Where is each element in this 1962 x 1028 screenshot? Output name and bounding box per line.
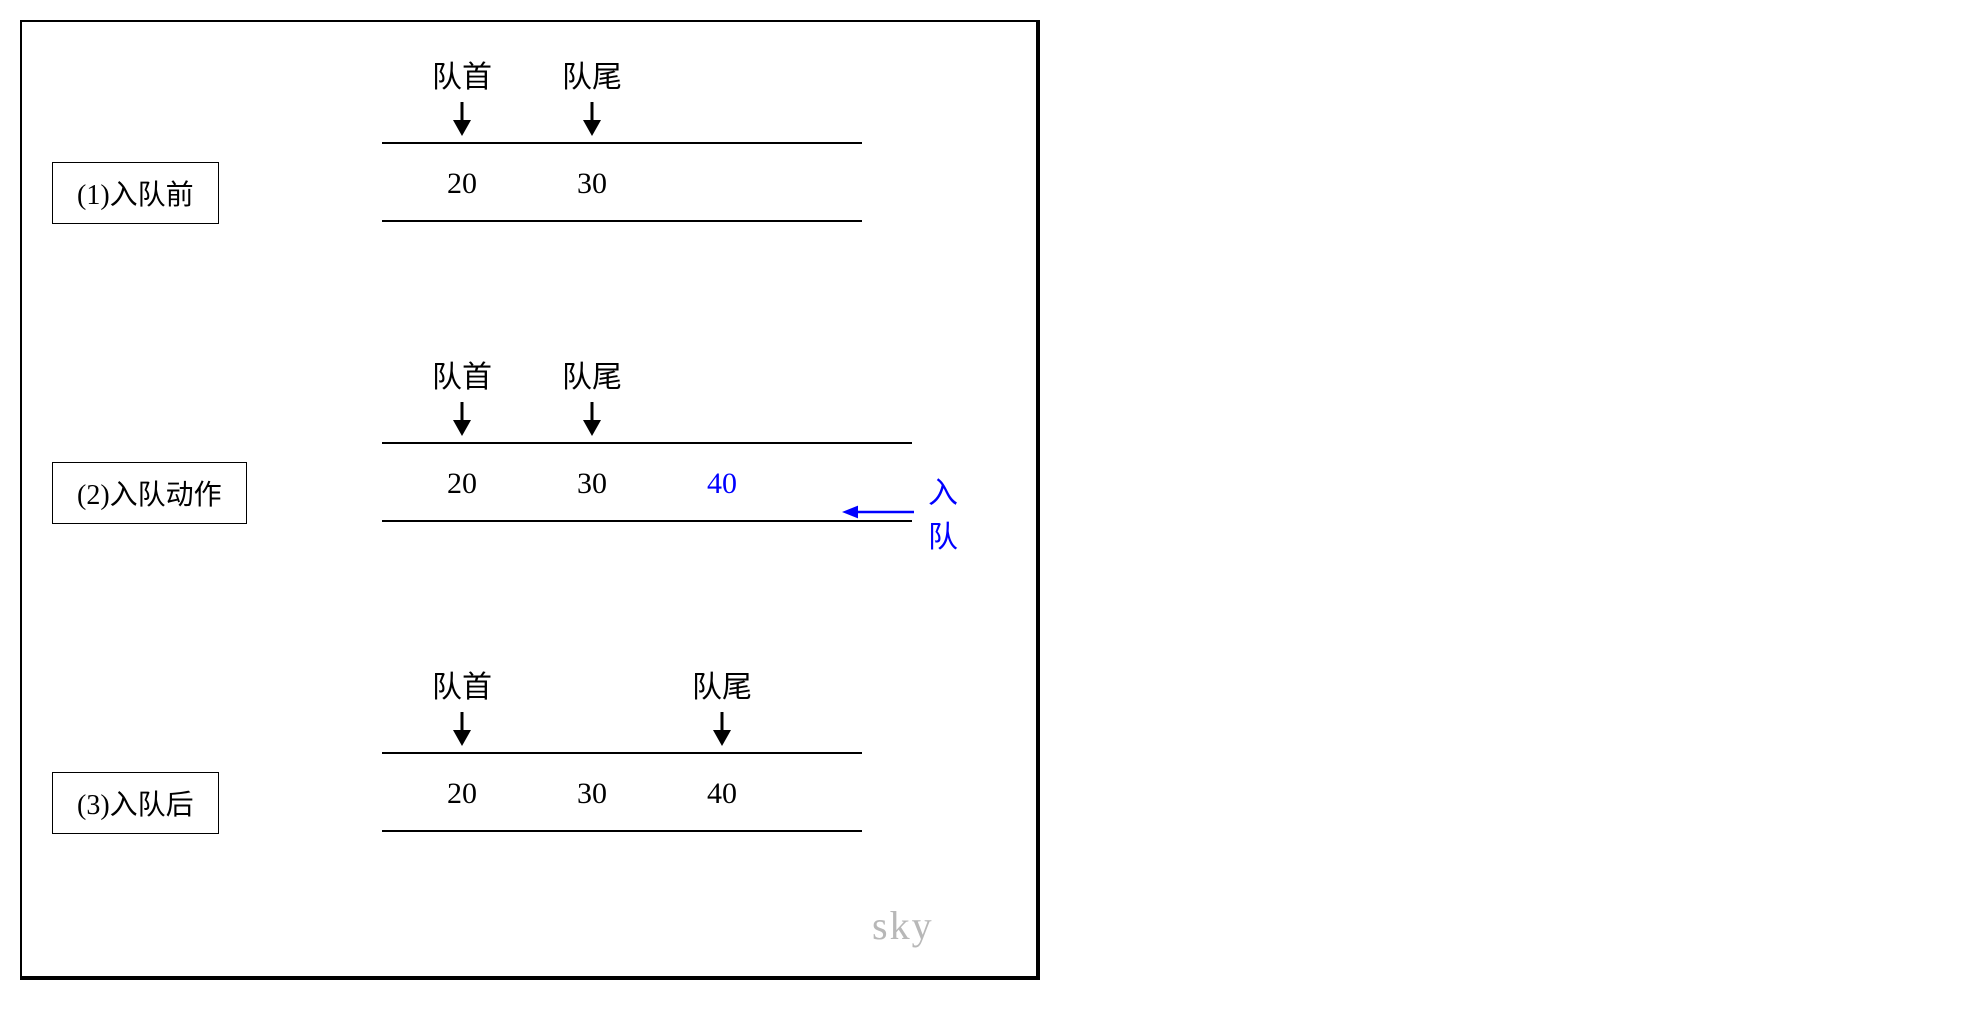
enqueue-label: 入队 [928,468,976,556]
pointer-row: 队首 队尾 [382,352,912,442]
head-pointer: 队首 [422,52,502,136]
queue-cell: 30 [552,754,632,834]
diagram-frame: (1)入队前 队首 队尾 [20,20,1040,980]
arrow-down-icon [711,712,733,746]
head-label: 队首 [432,61,492,94]
tail-pointer: 队尾 [552,52,632,136]
head-pointer: 队首 [422,662,502,746]
cell-value: 30 [577,167,607,200]
cell-value: 30 [577,777,607,810]
queue-after: 队首 队尾 20 30 40 [382,662,862,832]
queue-track: 20 30 [382,142,862,222]
queue-cell: 40 [682,754,762,834]
head-label: 队首 [432,361,492,394]
stage-after-label-text: (3)入队后 [77,790,194,821]
arrow-left-icon [842,500,914,524]
queue-cell: 20 [422,444,502,524]
queue-track: 20 30 40 [382,442,912,522]
queue-before: 队首 队尾 20 30 [382,52,862,222]
queue-cell: 20 [422,754,502,834]
pointer-row: 队首 队尾 [382,662,862,752]
stage-before-label: (1)入队前 [52,162,219,224]
cell-value: 20 [447,167,477,200]
cell-value: 40 [707,777,737,810]
arrow-down-icon [581,402,603,436]
queue-cell: 30 [552,444,632,524]
tail-pointer: 队尾 [552,352,632,436]
arrow-down-icon [451,102,473,136]
queue-action: 队首 队尾 20 30 40 [382,352,912,522]
arrow-down-icon [451,712,473,746]
pointer-row: 队首 队尾 [382,52,862,142]
tail-label: 队尾 [692,671,752,704]
stage-action-label: (2)入队动作 [52,462,247,524]
watermark-text: sky [872,903,934,948]
cell-value: 30 [577,467,607,500]
stage-after-label: (3)入队后 [52,772,219,834]
watermark: sky [872,902,934,949]
arrow-down-icon [581,102,603,136]
queue-track: 20 30 40 [382,752,862,832]
cell-value: 40 [707,467,737,500]
tail-pointer: 队尾 [682,662,762,746]
cell-value: 20 [447,467,477,500]
stage-action-label-text: (2)入队动作 [77,480,222,511]
enqueue-annotation: 入队 [842,468,976,556]
arrow-down-icon [451,402,473,436]
tail-label: 队尾 [562,361,622,394]
stage-before-label-text: (1)入队前 [77,180,194,211]
head-label: 队首 [432,671,492,704]
head-pointer: 队首 [422,352,502,436]
tail-label: 队尾 [562,61,622,94]
queue-cell: 30 [552,144,632,224]
queue-cell: 20 [422,144,502,224]
cell-value: 20 [447,777,477,810]
queue-cell-new: 40 [682,444,762,524]
